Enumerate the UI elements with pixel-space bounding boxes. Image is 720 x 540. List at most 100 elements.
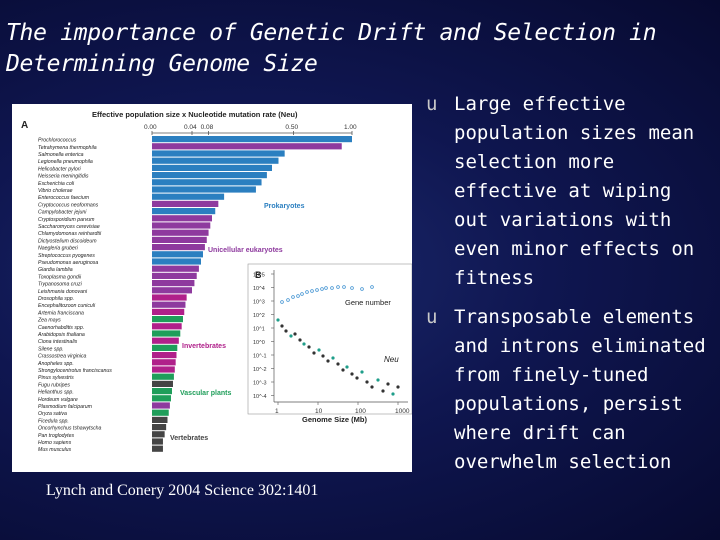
panel-a-bar xyxy=(152,136,352,143)
panel-a-species-name: Mus musculus xyxy=(38,447,72,453)
panel-a-species-name: Oncorhynchus tshawytscha xyxy=(38,426,102,432)
neu-point xyxy=(321,354,325,358)
panel-b-y-tick-label: 10^0 xyxy=(253,340,265,346)
panel-a-bar xyxy=(152,431,165,438)
panel-a-tick-label: 0.00 xyxy=(144,124,157,131)
panel-a-species-name: Chlamydomonas reinhardtii xyxy=(38,231,102,237)
panel-a-species-name: Ciona intestinalis xyxy=(38,339,78,345)
figure-image: A Effective population size x Nucleotide… xyxy=(12,104,412,472)
panel-a-bar xyxy=(152,344,178,351)
gene-number-point xyxy=(320,287,324,291)
panel-a-group-label: Vascular plants xyxy=(180,390,231,397)
panel-a-group-label: Prokaryotes xyxy=(264,203,305,210)
neu-point xyxy=(284,329,288,333)
panel-a-bar xyxy=(152,323,182,330)
panel-a-bar xyxy=(152,150,285,157)
panel-a-species-name: Artemia franciscana xyxy=(37,310,84,316)
panel-a-bar xyxy=(152,409,169,416)
gene-number-point xyxy=(370,285,374,289)
panel-b-label: B xyxy=(255,270,262,280)
panel-a-bar xyxy=(152,208,216,215)
panel-a-tick-label: 0.04 xyxy=(184,124,197,131)
panel-a-bar xyxy=(152,352,177,359)
panel-b-x-ticks: 1 10 100 1000 xyxy=(275,402,410,415)
panel-a-species-name: Tetrahymena thermophila xyxy=(38,145,97,151)
neu-point xyxy=(326,359,330,363)
panel-a-species-name: Neisseria meningitidis xyxy=(38,174,89,180)
panel-a-species-name: Oryza sativa xyxy=(38,411,67,417)
slide-title: The importance of Genetic Drift and Sele… xyxy=(6,20,657,77)
panel-a-ticks: 0.00 0.04 0.08 0.50 1.00 xyxy=(144,124,357,135)
neu-point xyxy=(360,370,364,374)
panel-b-background xyxy=(247,263,412,415)
panel-a-species-name: Plasmodium falciparum xyxy=(38,404,93,410)
panel-a-species-name: Enterococcus faecium xyxy=(38,195,90,201)
panel-b-y-tick-label: 10^-3 xyxy=(253,381,267,387)
neu-label: Neu xyxy=(384,355,399,364)
panel-a-bar xyxy=(152,222,211,229)
panel-a-tick-label: 0.50 xyxy=(285,124,298,131)
panel-a-species-name: Giardia lamblia xyxy=(38,267,73,273)
panel-a-species-name: Crassostrea virginica xyxy=(38,354,87,360)
panel-a-bar xyxy=(152,272,197,279)
neu-point xyxy=(317,348,321,352)
panel-a-species-name: Leishmania donovani xyxy=(38,289,88,295)
gene-number-point xyxy=(300,292,304,296)
panel-a-species-name: Arabidopsis thaliana xyxy=(37,332,85,338)
panel-a-species-name: Silene spp. xyxy=(38,346,64,352)
panel-a-group-label: Vertebrates xyxy=(170,435,208,442)
gene-number-point xyxy=(305,290,309,294)
panel-a-bar xyxy=(152,143,342,150)
bullet-marker: u xyxy=(426,93,438,115)
panel-a-bar xyxy=(152,330,181,337)
panel-a-bar xyxy=(152,287,192,294)
panel-a-bar xyxy=(152,445,163,452)
neu-point xyxy=(307,345,311,349)
panel-a-bar xyxy=(152,236,207,243)
panel-a-bar xyxy=(152,280,195,287)
gene-number-point xyxy=(291,295,295,299)
panel-a-species-name: Strongylocentrotus franciscanus xyxy=(38,368,112,374)
panel-b-points xyxy=(276,285,400,396)
panel-a-bar xyxy=(152,265,199,272)
panel-a-species-name: Cryptosporidium parvum xyxy=(38,217,95,223)
panel-a-bar xyxy=(152,229,209,236)
neu-point xyxy=(289,334,293,338)
panel-a-species-name: Campylobacter jejuni xyxy=(38,210,87,216)
bullet-text: Large effective population sizes mean se… xyxy=(454,93,695,289)
panel-a-species-name: Pan troglodytes xyxy=(38,433,74,439)
bullet-marker: u xyxy=(426,306,438,328)
panel-b-x-tick-label: 1 xyxy=(275,408,279,415)
panel-a-species-name: Naegleria gruberi xyxy=(38,246,79,252)
neu-point xyxy=(331,356,335,360)
panel-a-bar xyxy=(152,157,279,164)
neu-point xyxy=(376,378,380,382)
panel-a-bars xyxy=(152,136,352,452)
panel-b-x-tick-label: 1000 xyxy=(395,408,410,415)
neu-point xyxy=(396,385,400,389)
panel-a-bar xyxy=(152,402,170,409)
panel-b-y-tick-label: 10^-4 xyxy=(253,394,267,400)
panel-a-bar xyxy=(152,301,186,308)
panel-a-species-name: Vibrio cholerae xyxy=(38,188,73,194)
neu-point xyxy=(341,368,345,372)
gene-number-point xyxy=(296,294,300,298)
panel-a-species-name: Anopheles spp. xyxy=(37,361,74,367)
gene-number-point xyxy=(350,286,354,290)
panel-a-bar xyxy=(152,395,171,402)
panel-b-x-tick-label: 10 xyxy=(315,408,323,415)
neu-point xyxy=(336,362,340,366)
panel-a-species-name: Cryptococcus neoformans xyxy=(38,202,99,208)
bullet-text: Transposable elements and introns elimin… xyxy=(454,306,706,473)
panel-a-bar xyxy=(152,366,175,373)
genome-size-figure: A Effective population size x Nucleotide… xyxy=(21,110,412,453)
panel-a-species-name: Pseudomonas aeruginosa xyxy=(38,260,98,266)
gene-number-point xyxy=(342,285,346,289)
panel-a-species-name: Legionella pneumophila xyxy=(38,159,93,165)
panel-a-species-name: Caenorhabditis spp. xyxy=(38,325,84,331)
panel-a-bar xyxy=(152,294,187,301)
panel-a-species-name: Helicobacter pylori xyxy=(38,166,82,172)
panel-a-tick-label: 0.08 xyxy=(201,124,214,131)
panel-a-species-name: Zea mays xyxy=(37,318,61,324)
neu-point xyxy=(302,342,306,346)
